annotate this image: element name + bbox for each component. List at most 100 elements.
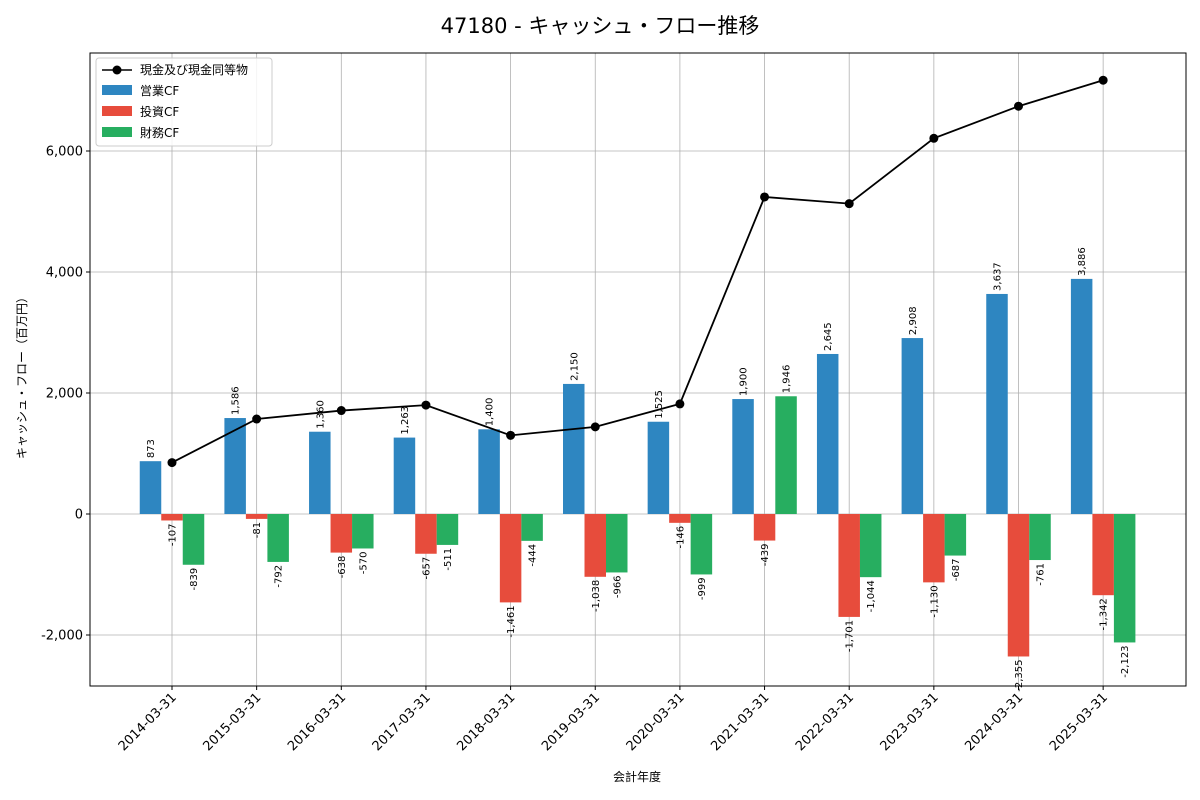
data-label-financing: -511 bbox=[443, 548, 454, 571]
data-label-investing: -1,461 bbox=[506, 605, 517, 637]
bar-investing bbox=[669, 514, 691, 523]
bar-operating bbox=[1070, 278, 1093, 514]
chart-title: 47180 - キャッシュ・フロー推移 bbox=[441, 14, 760, 38]
data-label-operating: 1,586 bbox=[231, 386, 242, 415]
bars bbox=[139, 278, 1136, 657]
cash-point bbox=[844, 199, 854, 209]
data-label-investing: -81 bbox=[252, 522, 263, 538]
data-label-financing: -570 bbox=[358, 551, 369, 574]
data-label-investing: -1,038 bbox=[591, 580, 602, 612]
data-label-operating: 3,637 bbox=[993, 262, 1004, 291]
legend-label-financing: 財務CF bbox=[140, 125, 179, 140]
data-label-operating: 2,645 bbox=[823, 322, 834, 351]
bar-operating bbox=[224, 418, 246, 514]
cash-point bbox=[1098, 75, 1108, 85]
bar-financing bbox=[690, 514, 713, 575]
x-axis-label: 会計年度 bbox=[613, 769, 661, 784]
data-label-investing: -2,355 bbox=[1014, 659, 1025, 691]
legend-swatch-investing bbox=[102, 106, 132, 116]
legend: 現金及び現金同等物 営業CF 投資CF 財務CF bbox=[95, 57, 273, 147]
data-label-investing: -1,130 bbox=[929, 585, 940, 617]
bar-investing bbox=[499, 514, 522, 603]
bar-financing bbox=[352, 514, 374, 549]
cash-point bbox=[1014, 101, 1023, 111]
bar-operating bbox=[393, 437, 416, 514]
cash-point bbox=[929, 133, 939, 143]
data-label-financing: -966 bbox=[612, 575, 623, 598]
bar-investing bbox=[838, 514, 860, 617]
bar-financing bbox=[606, 514, 628, 573]
bar-operating bbox=[563, 383, 585, 514]
cash-point bbox=[167, 458, 177, 468]
bar-investing bbox=[923, 514, 945, 583]
data-label-operating: 2,908 bbox=[908, 306, 919, 335]
cash-point bbox=[760, 192, 770, 202]
data-label-operating: 1,400 bbox=[485, 398, 496, 427]
legend-swatch-financing bbox=[102, 127, 132, 137]
bar-financing bbox=[1113, 514, 1136, 643]
cash-line bbox=[167, 75, 1108, 468]
data-label-financing: -839 bbox=[189, 568, 200, 591]
data-label-investing: -638 bbox=[337, 556, 348, 579]
cash-series-line bbox=[171, 79, 1104, 464]
bar-operating bbox=[647, 421, 670, 514]
data-label-financing: -761 bbox=[1036, 563, 1047, 586]
bar-investing bbox=[753, 514, 776, 541]
bar-investing bbox=[1092, 514, 1114, 596]
bar-investing bbox=[245, 514, 268, 519]
data-label-operating: 2,150 bbox=[569, 352, 580, 381]
legend-swatch-operating bbox=[102, 85, 132, 95]
grid bbox=[90, 53, 1186, 686]
data-label-financing: -1,044 bbox=[866, 580, 877, 612]
data-label-investing: -1,701 bbox=[845, 620, 856, 652]
y-tick-label: 6,000 bbox=[46, 145, 83, 160]
legend-box bbox=[95, 57, 273, 147]
cash-point bbox=[590, 422, 600, 432]
cash-point bbox=[421, 400, 431, 410]
bar-financing bbox=[1029, 514, 1051, 561]
data-label-investing: -1,342 bbox=[1099, 598, 1110, 630]
bar-operating bbox=[986, 293, 1008, 514]
data-label-investing: -439 bbox=[760, 544, 771, 567]
cash-point bbox=[252, 414, 262, 424]
cash-point bbox=[675, 399, 685, 409]
y-tick-label: -2,000 bbox=[41, 629, 83, 644]
data-label-operating: 1,525 bbox=[654, 390, 665, 419]
legend-label-operating: 営業CF bbox=[140, 84, 179, 98]
plot-frame bbox=[89, 52, 1187, 687]
bar-investing bbox=[161, 514, 183, 521]
bar-investing bbox=[1007, 514, 1030, 657]
data-label-operating: 1,900 bbox=[739, 367, 750, 396]
bar-financing bbox=[182, 514, 205, 565]
bar-investing bbox=[584, 514, 606, 577]
bar-investing bbox=[415, 514, 437, 554]
bar-financing bbox=[859, 514, 882, 578]
bar-financing bbox=[775, 396, 797, 514]
bar-financing bbox=[521, 514, 543, 541]
legend-label-investing: 投資CF bbox=[140, 104, 179, 119]
data-label-financing: -2,123 bbox=[1120, 645, 1131, 677]
legend-label-cash: 現金及び現金同等物 bbox=[140, 62, 248, 77]
data-label-operating: 3,886 bbox=[1077, 247, 1088, 276]
data-label-financing: -792 bbox=[274, 565, 285, 588]
bar-operating bbox=[309, 431, 331, 514]
bar-financing bbox=[436, 514, 459, 545]
bar-operating bbox=[901, 338, 924, 514]
bar-labels: 873 1,586 1,360 1,263 1,400 2,150 1,525 1,900 2,… bbox=[146, 247, 1131, 691]
legend-line-marker bbox=[112, 65, 122, 75]
data-label-financing: -687 bbox=[951, 559, 962, 582]
data-label-financing: -444 bbox=[528, 544, 539, 567]
bar-operating bbox=[816, 353, 839, 514]
y-tick-label: 4,000 bbox=[46, 266, 83, 281]
bar-investing bbox=[330, 514, 353, 553]
data-label-investing: -107 bbox=[168, 523, 179, 546]
bar-financing bbox=[944, 514, 967, 556]
bar-operating bbox=[478, 429, 500, 514]
cash-point bbox=[336, 406, 346, 416]
data-label-financing: 1,946 bbox=[782, 365, 793, 394]
data-label-operating: 873 bbox=[146, 439, 157, 458]
bar-operating bbox=[139, 461, 162, 514]
data-label-operating: 1,360 bbox=[315, 400, 326, 429]
cash-point bbox=[506, 430, 516, 440]
data-label-financing: -999 bbox=[697, 577, 708, 600]
